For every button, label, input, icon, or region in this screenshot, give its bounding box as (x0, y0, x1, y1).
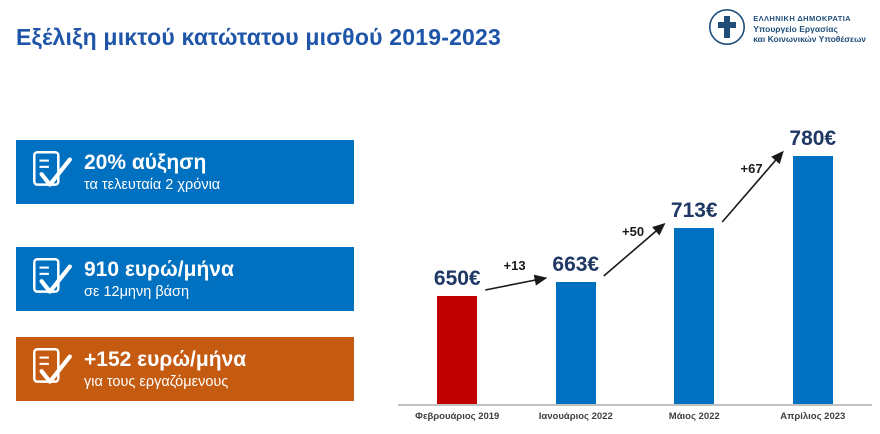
bar-group: 780€ (754, 127, 873, 404)
government-logo: ΕΛΛΗΝΙΚΗ ΔΗΜΟΚΡΑΤΙΑ Υπουργείο Εργασίας κ… (708, 8, 866, 51)
bar (437, 296, 478, 404)
greek-republic-emblem-icon (708, 8, 746, 51)
bar-value-label: 780€ (789, 127, 837, 150)
x-axis-label: Απρίλιος 2023 (780, 411, 846, 422)
checklist-check-icon (28, 254, 74, 305)
bar-value-label: 650€ (433, 267, 481, 290)
callout-subtitle: τα τελευταία 2 χρόνια (84, 176, 221, 193)
x-axis-label: Ιανουάριος 2022 (538, 411, 613, 422)
callout-subtitle: σε 12μηνη βάση (84, 283, 190, 300)
page-title: Εξέλιξη μικτού κατώτατου μισθού 2019-202… (16, 24, 502, 50)
gov-text-line1: ΕΛΛΗΝΙΚΗ ΔΗΜΟΚΡΑΤΙΑ (753, 14, 851, 24)
government-logo-text: ΕΛΛΗΝΙΚΗ ΔΗΜΟΚΡΑΤΙΑ Υπουργείο Εργασίας κ… (753, 14, 866, 45)
bar-value-label: 663€ (552, 253, 600, 276)
gov-text-line3: και Κοινωνικών Υποθέσεων (753, 34, 866, 45)
x-axis-label: Φεβρουάριος 2019 (415, 411, 500, 422)
callout-title: 20% αύξηση (84, 150, 207, 174)
bar-chart: +13 +50 +67 650€ 663€ 713€ 780€ Φεβρουάριος 2… (398, 118, 872, 422)
x-axis-label: Μάιος 2022 (668, 411, 720, 422)
checklist-check-icon (28, 344, 74, 395)
callout-title: 910 ευρώ/μήνα (84, 257, 234, 281)
bar (555, 282, 596, 404)
bar (674, 228, 715, 404)
checklist-check-icon (28, 147, 74, 198)
callout-title: +152 ευρώ/μήνα (84, 347, 247, 371)
bar-group: 663€ (517, 253, 636, 404)
chart-plot: +13 +50 +67 650€ 663€ 713€ 780€ (398, 118, 872, 406)
bar-group: 650€ (398, 267, 517, 404)
bar-group: 713€ (635, 199, 754, 404)
callout-subtitle: για τους εργαζόμενους (84, 373, 229, 390)
callout: 910 ευρώ/μήνα σε 12μηνη βάση (16, 247, 354, 311)
bar (792, 156, 833, 404)
callout: 20% αύξηση τα τελευταία 2 χρόνια (16, 140, 354, 204)
gov-text-line2: Υπουργείο Εργασίας (753, 23, 838, 34)
chart-x-labels: Φεβρουάριος 2019 Ιανουάριος 2022 Μάιος 202… (398, 411, 872, 422)
callout: +152 ευρώ/μήνα για τους εργαζόμενους (16, 337, 354, 401)
bar-value-label: 713€ (670, 199, 718, 222)
